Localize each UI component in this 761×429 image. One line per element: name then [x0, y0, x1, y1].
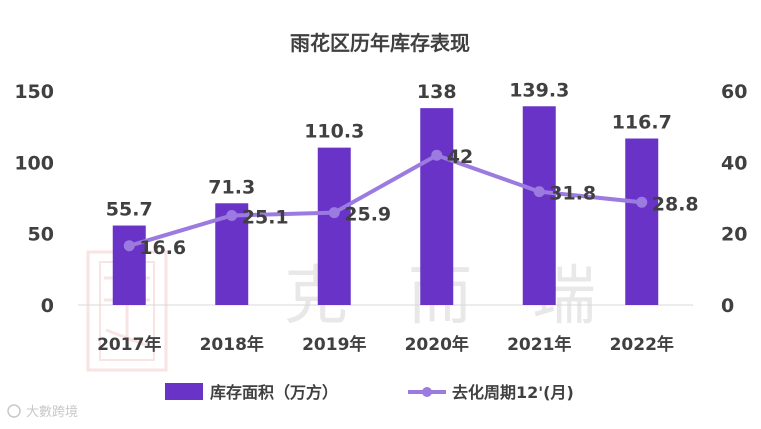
line-point: [533, 186, 545, 198]
line-value-label: 31.8: [549, 183, 596, 205]
bar: [112, 225, 146, 305]
line-point: [636, 196, 648, 208]
x-tick-label: 2017年: [97, 334, 161, 355]
bar-value-label: 139.3: [509, 79, 569, 101]
line-point: [431, 149, 443, 161]
x-tick-label: 2019年: [302, 334, 366, 355]
bar: [317, 147, 351, 305]
chart-title: 雨花区历年库存表现: [290, 31, 470, 55]
series-line: [128, 153, 642, 248]
bar-labels: 55.7 71.3 110.3 138 139.3 116.7: [106, 79, 672, 220]
right-tick-label: 0: [721, 295, 734, 317]
bar: [522, 106, 556, 305]
x-tick-label: 2022年: [610, 334, 674, 355]
left-tick-label: 0: [41, 295, 54, 317]
line-labels: 16.6 25.1 25.9 42 31.8 28.8: [139, 146, 698, 259]
legend-bar-swatch: [165, 383, 203, 400]
left-tick-label: 150: [14, 81, 54, 103]
legend: 库存面积（万方） 去化周期12'(月): [165, 383, 574, 402]
bar: [625, 138, 659, 305]
legend-line-label: 去化周期12'(月): [452, 383, 574, 402]
left-tick-label: 100: [14, 152, 54, 174]
legend-bar-label: 库存面积（万方）: [210, 383, 338, 402]
credit-icon: [7, 404, 21, 418]
x-axis: 2017年 2018年 2019年 2020年 2021年 2022年: [97, 334, 674, 355]
x-tick-label: 2021年: [507, 334, 571, 355]
bar-value-label: 138: [417, 81, 457, 103]
line-value-label: 28.8: [652, 193, 699, 215]
line-value-label: 25.9: [344, 204, 391, 226]
bar-value-label: 116.7: [612, 112, 672, 134]
credit-text: 大數跨境: [26, 405, 78, 420]
line-value-label: 42: [447, 146, 473, 168]
line-series: [123, 149, 648, 252]
bar-value-label: 110.3: [304, 121, 364, 143]
left-tick-label: 50: [28, 224, 54, 246]
x-tick-label: 2018年: [200, 334, 264, 355]
left-axis: 0 50 100 150: [14, 81, 54, 317]
right-axis: 0 20 40 60: [721, 81, 747, 317]
right-tick-label: 20: [721, 224, 747, 246]
bar: [420, 108, 454, 306]
line-point: [226, 209, 238, 221]
bar-value-label: 55.7: [106, 199, 153, 221]
legend-line-marker: [422, 387, 432, 397]
right-tick-label: 60: [721, 81, 747, 103]
line-value-label: 25.1: [242, 206, 289, 228]
line-point: [123, 240, 135, 252]
line-value-label: 16.6: [139, 237, 186, 259]
right-tick-label: 40: [721, 152, 747, 174]
bar-value-label: 71.3: [208, 176, 255, 198]
x-tick-label: 2020年: [405, 334, 469, 355]
line-point: [328, 207, 340, 219]
